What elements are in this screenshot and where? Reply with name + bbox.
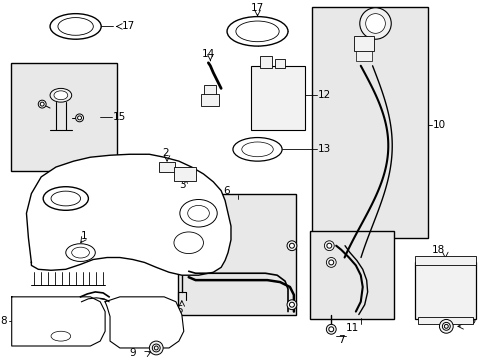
Text: 5: 5 [176, 305, 182, 315]
Ellipse shape [58, 18, 93, 35]
Circle shape [325, 257, 335, 267]
Circle shape [152, 344, 160, 352]
Ellipse shape [43, 187, 88, 210]
Bar [353, 36, 373, 51]
Ellipse shape [180, 199, 217, 227]
Bar [178, 194, 295, 315]
Circle shape [286, 300, 296, 310]
Ellipse shape [232, 138, 282, 161]
Text: 11: 11 [346, 323, 359, 333]
Bar [174, 167, 195, 181]
Bar [159, 162, 175, 172]
Circle shape [328, 260, 333, 265]
Text: 4: 4 [116, 297, 122, 307]
Ellipse shape [50, 14, 101, 39]
Text: 2: 2 [162, 148, 168, 158]
Polygon shape [12, 297, 105, 346]
Circle shape [325, 324, 335, 334]
Circle shape [289, 243, 294, 248]
Circle shape [324, 241, 333, 251]
Text: 14: 14 [201, 49, 214, 59]
Circle shape [38, 100, 46, 108]
Text: 19: 19 [463, 316, 476, 327]
Text: 3: 3 [179, 180, 185, 190]
Text: 12: 12 [317, 90, 330, 100]
Bar [275, 59, 285, 68]
Bar [260, 56, 272, 68]
Bar [204, 85, 216, 95]
Circle shape [359, 8, 390, 39]
Text: 17: 17 [122, 22, 135, 31]
Circle shape [149, 341, 163, 355]
Text: 9: 9 [129, 348, 136, 358]
Text: 15: 15 [113, 112, 126, 122]
Ellipse shape [50, 89, 72, 102]
Ellipse shape [51, 191, 81, 206]
Ellipse shape [66, 244, 95, 261]
Ellipse shape [235, 21, 279, 42]
Ellipse shape [226, 17, 287, 46]
Circle shape [78, 116, 81, 120]
Circle shape [154, 346, 158, 350]
Text: 10: 10 [432, 120, 445, 130]
Bar [414, 262, 475, 319]
Ellipse shape [72, 247, 89, 258]
Bar [414, 256, 475, 265]
Bar [355, 51, 371, 61]
Circle shape [444, 324, 447, 328]
Text: 8: 8 [0, 316, 7, 327]
Circle shape [442, 323, 449, 330]
Polygon shape [105, 297, 183, 348]
Text: 7: 7 [338, 335, 344, 345]
Ellipse shape [54, 91, 68, 100]
Text: 6: 6 [223, 186, 229, 195]
Bar [201, 94, 219, 106]
Circle shape [76, 114, 83, 122]
Text: 18: 18 [431, 245, 444, 255]
Circle shape [439, 319, 452, 333]
Ellipse shape [187, 206, 209, 221]
Bar [250, 66, 304, 130]
Ellipse shape [51, 331, 71, 341]
Bar [309, 231, 393, 319]
Circle shape [326, 243, 331, 248]
Text: 17: 17 [250, 3, 264, 13]
Text: 13: 13 [317, 144, 330, 154]
Circle shape [40, 102, 44, 106]
Circle shape [365, 14, 385, 33]
Circle shape [328, 327, 333, 332]
Circle shape [286, 241, 296, 251]
Ellipse shape [241, 142, 273, 157]
Ellipse shape [174, 232, 203, 253]
Bar [311, 7, 427, 238]
Text: 16: 16 [58, 213, 71, 223]
Text: 1: 1 [81, 231, 87, 241]
Circle shape [289, 302, 294, 307]
Bar [11, 63, 117, 171]
Bar [417, 316, 472, 324]
Polygon shape [26, 154, 230, 275]
